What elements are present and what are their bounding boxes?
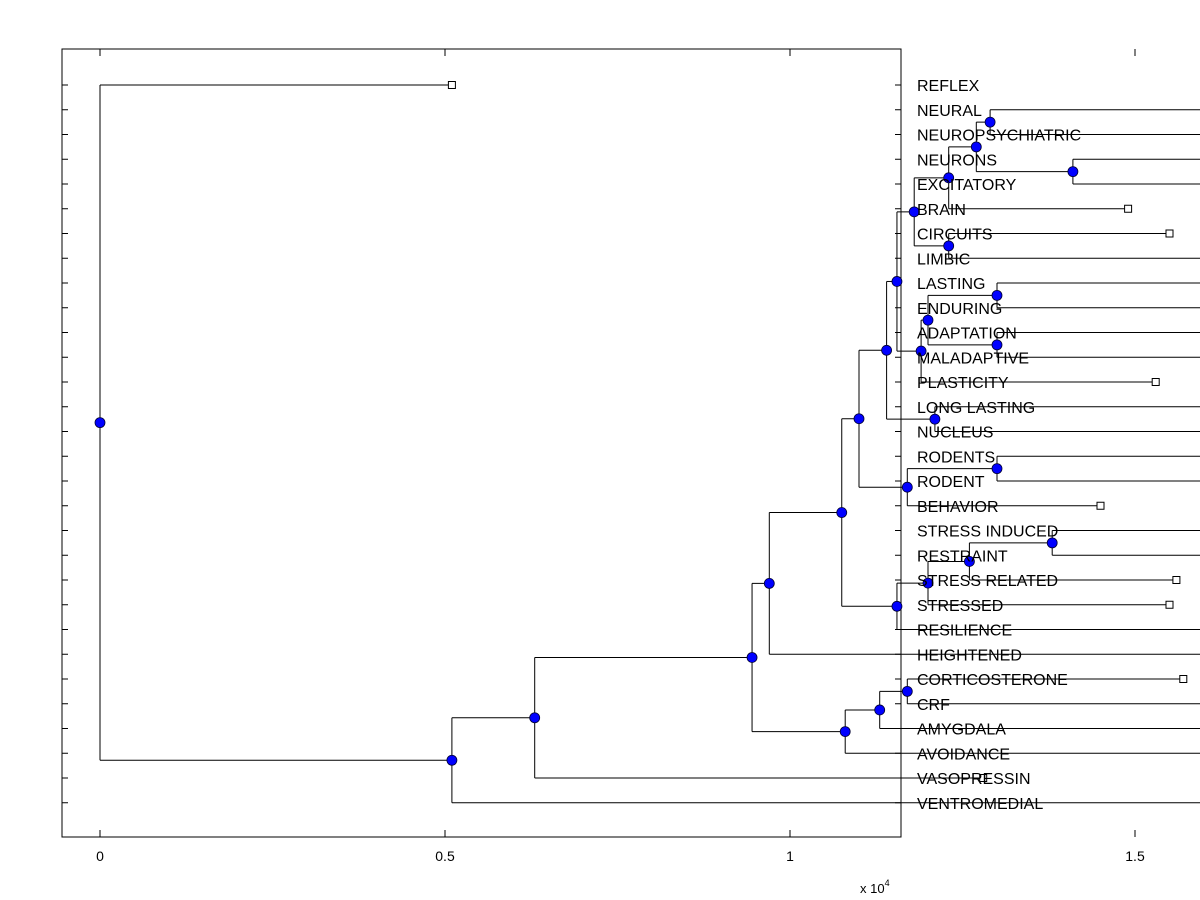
leaf-label-reflex: REFLEX xyxy=(917,78,980,95)
merge-node-n21 xyxy=(836,507,848,518)
merge-node-n5 xyxy=(943,240,955,252)
leaf-marker-plasticity xyxy=(1151,378,1160,386)
merge-nodes xyxy=(94,116,1079,766)
merge-node-n8 xyxy=(991,339,1003,351)
leaf-marker-behavior xyxy=(1096,501,1105,510)
merge-node-n19 xyxy=(922,577,934,589)
leaf-label-circuits: CIRCUITS xyxy=(917,227,993,244)
leaf-marker-corticosterone xyxy=(1179,675,1188,683)
leaf-marker-stressed xyxy=(1165,600,1174,609)
leaf-label-long-lasting: LONG LASTING xyxy=(917,400,1035,417)
merge-node-n4 xyxy=(943,172,955,184)
leaf-label-ventromedial: VENTROMEDIAL xyxy=(917,796,1043,813)
x-tick-label-0-5: 0.5 xyxy=(435,848,455,864)
plot-area xyxy=(61,48,902,838)
leaf-label-rodent: RODENT xyxy=(917,474,985,491)
leaf-label-limbic: LIMBIC xyxy=(917,251,970,268)
merge-node-n6 xyxy=(908,206,920,218)
merge-node-n27 xyxy=(529,712,541,724)
x-multiplier-exponent: 4 xyxy=(885,878,890,888)
x-multiplier: x 104 xyxy=(860,878,890,896)
leaf-label-nucleus: NUCLEUS xyxy=(917,425,993,442)
leaf-markers xyxy=(447,81,1188,782)
leaf-label-behavior: BEHAVIOR xyxy=(917,499,999,516)
leaf-label-avoidance: AVOIDANCE xyxy=(917,746,1010,763)
leaf-label-neuropsychiatric: NEUROPSYCHIATRIC xyxy=(917,128,1081,145)
merge-node-n20 xyxy=(891,600,903,612)
merge-node-n14 xyxy=(991,463,1003,475)
leaf-label-rodents: RODENTS xyxy=(917,449,995,466)
leaf-label-amygdala: AMYGDALA xyxy=(917,722,1006,739)
leaf-label-stress-induced: STRESS INDUCED xyxy=(917,524,1058,541)
leaf-label-restraint: RESTRAINT xyxy=(917,548,1008,565)
leaf-label-resilience: RESILIENCE xyxy=(917,623,1012,640)
leaf-label-plasticity: PLASTICITY xyxy=(917,375,1009,392)
leaf-label-enduring: ENDURING xyxy=(917,301,1002,318)
merge-node-n15 xyxy=(901,481,913,493)
merge-node-n3 xyxy=(970,141,982,153)
merge-node-n9 xyxy=(922,314,934,326)
leaf-label-stressed: STRESSED xyxy=(917,598,1003,615)
leaf-label-excitatory: EXCITATORY xyxy=(917,177,1017,194)
leaf-marker-vasopressin xyxy=(979,774,988,782)
merge-node-n18 xyxy=(964,556,975,567)
merge-node-n10 xyxy=(915,345,927,357)
merge-node-n7 xyxy=(991,289,1003,301)
leaf-label-vasopressin: VASOPRESSIN xyxy=(917,771,1031,788)
merge-node-n24 xyxy=(874,704,886,716)
merge-node-n12 xyxy=(929,413,941,425)
leaf-marker-brain xyxy=(1124,204,1133,213)
merge-node-n26 xyxy=(746,652,758,663)
merge-node-n25 xyxy=(839,726,851,737)
leaf-labels: REFLEX NEURAL NEUROPSYCHIATRIC NEURONS EXCIT… xyxy=(917,78,1081,813)
leaf-label-neurons: NEURONS xyxy=(917,152,997,169)
merge-node-n16 xyxy=(853,413,865,425)
leaf-label-crf: CRF xyxy=(917,697,950,714)
x-tick-label-1-5: 1.5 xyxy=(1125,848,1145,864)
x-multiplier-base: x 10 xyxy=(860,881,885,896)
leaf-label-stress-related: STRESS RELATED xyxy=(917,573,1058,590)
x-tick-label-0: 0 xyxy=(96,848,104,864)
merge-node-n29 xyxy=(94,417,106,429)
merge-node-n2 xyxy=(1067,166,1079,178)
leaf-label-maladaptive: MALADAPTIVE xyxy=(917,350,1029,367)
merge-node-n17 xyxy=(1046,537,1058,549)
merge-node-n1 xyxy=(984,116,996,128)
merge-node-n13 xyxy=(881,344,892,356)
leaf-marker-circuits xyxy=(1165,229,1174,238)
leaf-marker-reflex xyxy=(447,81,456,89)
leaf-label-brain: BRAIN xyxy=(917,202,966,219)
merge-node-n11 xyxy=(891,276,903,287)
leaf-label-neural: NEURAL xyxy=(917,103,982,120)
x-tick-label-1: 1 xyxy=(786,848,794,864)
leaf-label-lasting: LASTING xyxy=(917,276,985,293)
leaf-label-adaptation: ADAPTATION xyxy=(917,326,1017,343)
leaf-label-heightened: HEIGHTENED xyxy=(917,647,1022,664)
merge-node-n28 xyxy=(446,754,458,766)
leaf-marker-stress-related xyxy=(1172,576,1181,584)
leaf-label-corticosterone: CORTICOSTERONE xyxy=(917,672,1068,689)
merge-node-n22 xyxy=(763,577,775,589)
merge-node-n23 xyxy=(901,685,913,697)
x-tick-labels: 00.511.52 xyxy=(96,848,1145,864)
